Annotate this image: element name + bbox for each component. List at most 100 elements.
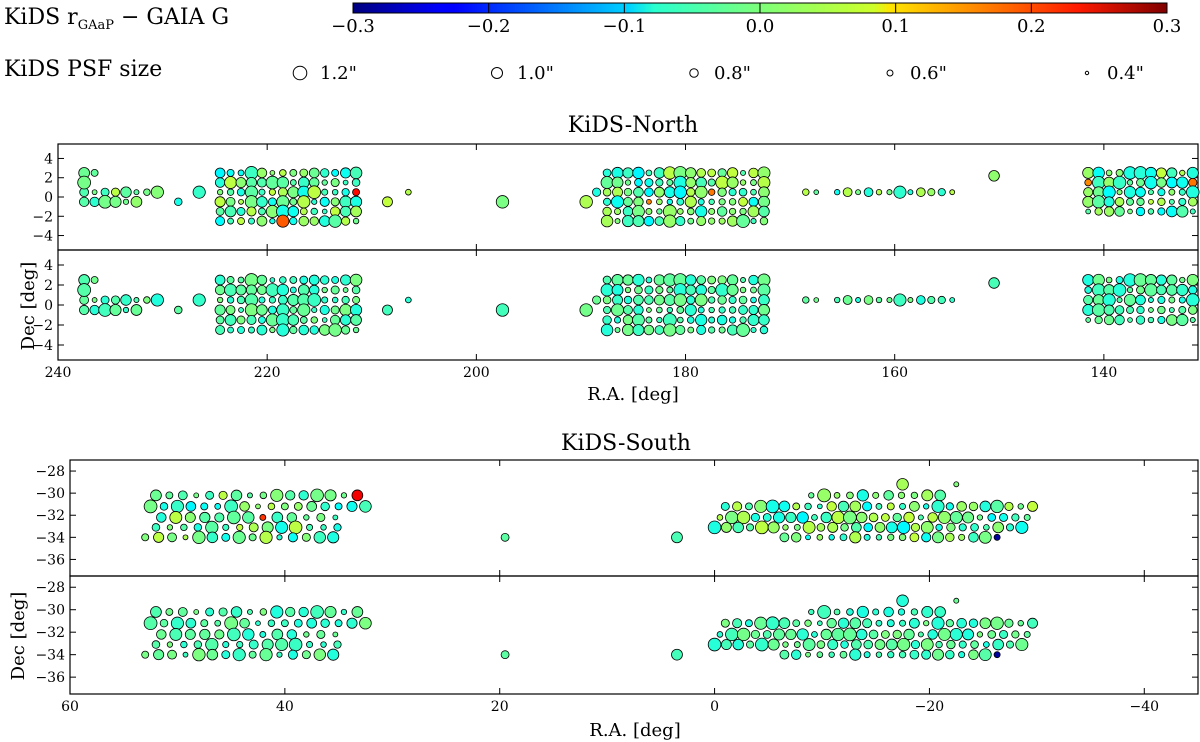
south-top-point — [805, 534, 811, 541]
south-top-point — [949, 511, 963, 524]
south-bottom-point — [716, 631, 724, 638]
south-bottom-point — [875, 651, 883, 658]
north-bottom-point — [311, 306, 318, 314]
north-bottom-point — [279, 276, 287, 284]
south-bottom-point — [987, 630, 997, 639]
south-bottom-point — [255, 620, 261, 626]
south-bottom-point — [778, 617, 791, 629]
north-top-point — [645, 207, 653, 215]
south-top-point — [875, 503, 883, 510]
south-bottom-point — [796, 628, 809, 641]
south-top-point — [332, 514, 339, 521]
south-top-point — [287, 532, 298, 543]
south-title: KiDS-South — [561, 431, 691, 456]
north-bottom-point — [634, 285, 643, 295]
north-bottom-point — [632, 324, 645, 336]
north-top-point — [685, 177, 697, 188]
north-top-point — [1136, 178, 1145, 187]
north-top-point — [1168, 198, 1175, 205]
north-bottom-point — [258, 296, 266, 304]
south-bottom-point — [897, 608, 906, 616]
north-top-point — [267, 197, 277, 207]
north-top-point — [1084, 178, 1092, 187]
south-top-point — [351, 489, 364, 502]
north-top-point — [1127, 208, 1133, 215]
south-bottom-point — [745, 619, 753, 628]
north-top-point — [707, 168, 717, 178]
south-top-point — [868, 512, 879, 523]
north-top-point — [622, 167, 634, 179]
south-bottom-point — [746, 640, 755, 649]
south-top-point — [808, 492, 815, 499]
north-top-point — [225, 196, 236, 207]
south-top-point — [1005, 523, 1015, 532]
north-bottom-point — [687, 326, 695, 334]
north-bottom-point — [726, 274, 739, 286]
south-top-point — [837, 500, 850, 513]
north-bottom-point — [600, 323, 614, 337]
south-top-point — [849, 500, 862, 513]
south-top-point — [792, 502, 801, 511]
north-top-point — [307, 185, 322, 199]
north-bottom-point — [656, 316, 663, 324]
south-top-point — [732, 501, 743, 512]
south-top-point — [802, 520, 816, 534]
south-top-point — [754, 499, 768, 513]
north-top-point — [133, 189, 140, 196]
north-top-point — [1116, 189, 1123, 196]
north-top-point — [248, 217, 255, 225]
north-bottom-point — [350, 314, 362, 326]
north-top-point — [279, 169, 287, 177]
north-top-point — [603, 197, 612, 206]
north-top-point — [666, 179, 674, 186]
north-top-point — [311, 198, 318, 205]
north-top-point — [1166, 176, 1178, 189]
south-top-point — [872, 491, 880, 499]
north-bottom-point — [351, 285, 361, 295]
north-top-point — [309, 216, 319, 226]
north-top-point — [382, 196, 393, 208]
north-bottom-point — [643, 324, 655, 336]
north-bottom-point — [602, 295, 612, 305]
north-top-point — [708, 188, 716, 196]
south-bottom-point — [232, 648, 246, 662]
north-top-point — [226, 168, 235, 177]
north-bottom-point — [98, 303, 112, 317]
south-bottom-point — [909, 649, 920, 660]
south-bottom-point — [762, 630, 772, 639]
south-top-point — [962, 511, 975, 524]
north-bottom-xtick-label: 160 — [881, 365, 908, 381]
south-bottom-point — [259, 648, 273, 662]
north-top-point — [90, 169, 99, 177]
south-bottom-point — [320, 618, 330, 628]
north-bottom-point — [268, 296, 276, 304]
north-bottom-point — [1147, 316, 1155, 324]
south-top-point — [167, 532, 177, 543]
south-top-ytick-label: −36 — [35, 552, 65, 568]
north-top-point — [646, 198, 652, 205]
north-top-point — [237, 217, 245, 226]
north-bottom-point — [622, 274, 634, 286]
north-bottom-point — [1135, 294, 1146, 306]
south-top-point — [909, 501, 920, 512]
north-bottom-point — [319, 304, 330, 316]
north-top-point — [624, 179, 632, 186]
south-top-point — [875, 534, 883, 541]
north-top-point — [1083, 187, 1094, 198]
north-bottom-point — [623, 305, 633, 315]
north-bottom-point — [708, 316, 716, 324]
north-top-point — [813, 189, 820, 195]
north-top-point — [91, 189, 98, 196]
psf-legend-label: 0.4" — [1107, 63, 1144, 84]
north-ylabel: Dec [deg] — [18, 262, 39, 351]
north-top-point — [739, 207, 747, 216]
north-top-point — [289, 179, 297, 186]
south-top-point — [945, 532, 955, 543]
north-bottom-point — [707, 285, 716, 295]
colorbar-tick-label: 0.2 — [1017, 16, 1046, 37]
south-top-point — [898, 533, 907, 542]
south-top-point — [184, 511, 196, 523]
north-bottom-point — [91, 297, 98, 303]
north-bottom-point — [77, 283, 91, 297]
north-bottom-point — [111, 295, 121, 305]
